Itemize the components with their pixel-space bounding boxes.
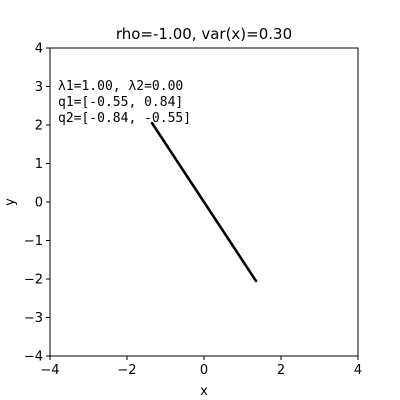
annotation-q1: q1=[-0.55, 0.84]	[58, 95, 183, 110]
y-axis-ticks: −4 −3 −2 −1 0 1 2 3 4	[24, 42, 50, 365]
series-layer	[150, 121, 258, 283]
y-tick-label: −1	[24, 234, 43, 249]
x-tick-label: 2	[277, 363, 285, 378]
y-tick-label: −3	[24, 311, 43, 326]
y-tick-label: 2	[35, 119, 43, 134]
annotation-eigenvalues: λ1=1.00, λ2=0.00	[58, 79, 183, 94]
annotation-q2: q2=[-0.84, -0.55]	[58, 111, 191, 126]
y-tick-label: 4	[35, 42, 43, 57]
y-tick-label: 3	[35, 80, 43, 95]
x-axis-ticks: −4 −2 0 2 4	[40, 356, 362, 378]
series-line	[150, 121, 258, 283]
x-tick-label: −4	[40, 363, 59, 378]
y-axis-label: y	[3, 198, 18, 206]
x-tick-label: 4	[354, 363, 362, 378]
annotation-block: λ1=1.00, λ2=0.00 q1=[-0.55, 0.84] q2=[-0…	[58, 79, 191, 126]
y-tick-label: 1	[35, 157, 43, 172]
x-tick-label: −2	[117, 363, 136, 378]
x-tick-label: 0	[200, 363, 208, 378]
chart-title: rho=-1.00, var(x)=0.30	[116, 25, 292, 43]
y-tick-label: −2	[24, 273, 43, 288]
x-axis-label: x	[200, 384, 208, 399]
y-tick-label: −4	[24, 350, 43, 365]
y-tick-label: 0	[35, 196, 43, 211]
